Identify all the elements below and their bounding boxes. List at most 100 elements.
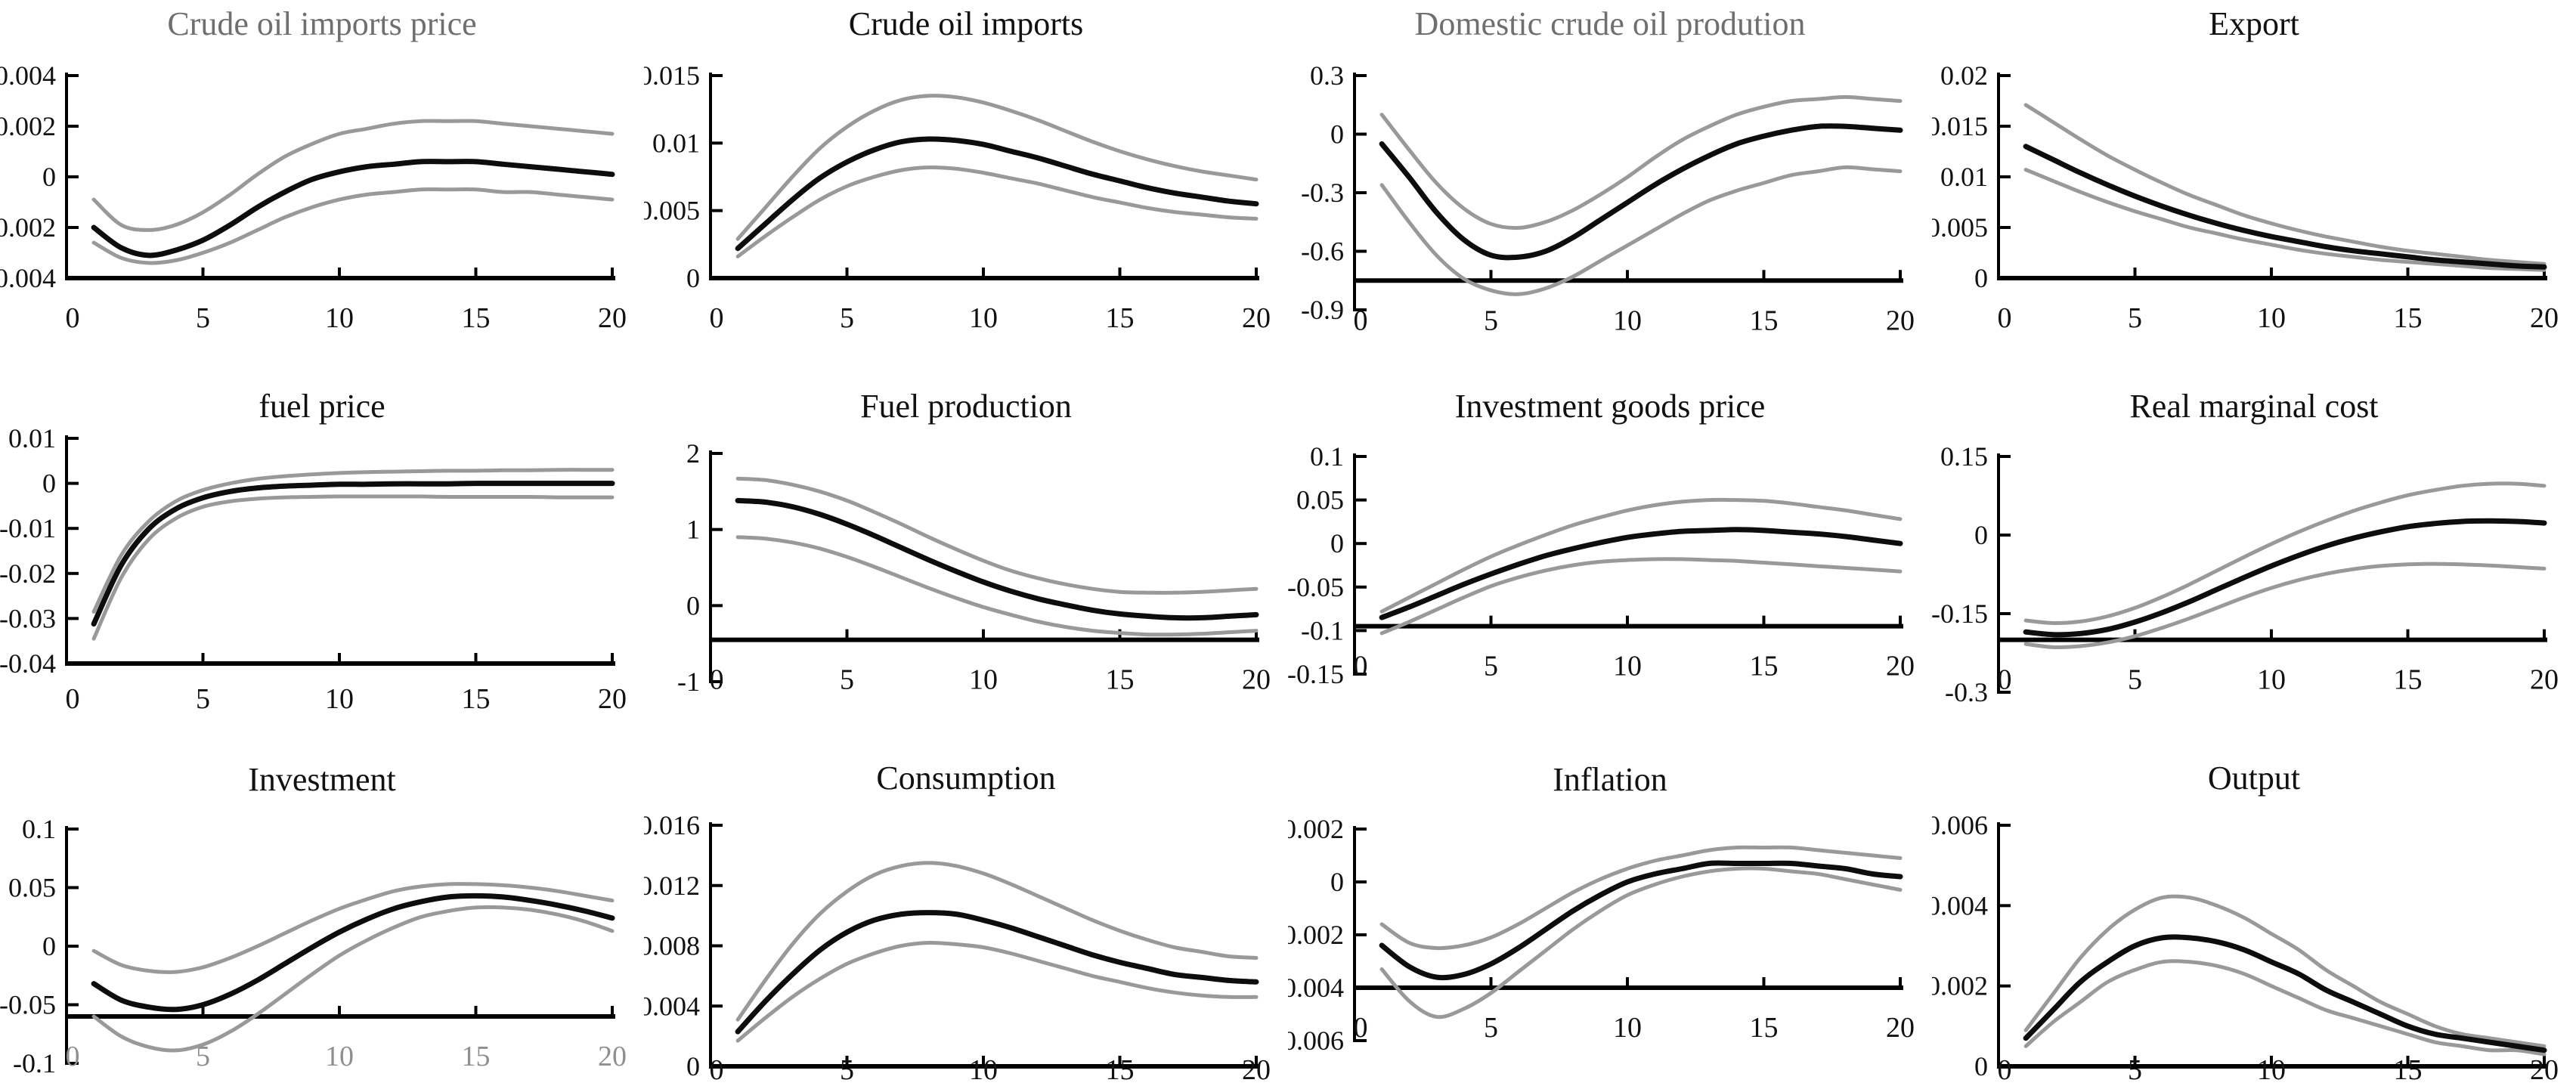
y-tick-label: -0.1 [1301,615,1344,645]
x-tick-label: 0 [710,302,724,334]
y-tick-label: 0 [42,931,56,961]
y-tick-label: 0.01 [1940,162,1988,192]
series-path-upper-band [735,94,1259,241]
chart-crude-oil-imports: Crude oil imports 0.015 0.01 0.005 0 0 5 10 15 20 [644,0,1288,355]
x-tick-label: 15 [2394,302,2423,334]
x-tick-label: 20 [1242,1054,1271,1086]
y-tick-label: -0.3 [1945,677,1988,707]
y-tick-label: -0.3 [1301,178,1344,208]
x-tick-label: 15 [462,683,491,715]
chart-canvas: 0.01 0 -0.01 -0.02 -0.03 -0.04 0 5 10 15 20 [0,423,627,715]
y-tick-label: 0.004 [644,991,700,1021]
y-tick-label: 0.1 [1310,441,1344,472]
y-tick-label: 0.005 [1932,212,1988,243]
series-path-upper-band [1379,94,1903,230]
series-path-upper-band [2023,894,2547,1048]
chart-real-marginal-cost: Real marginal cost 0.15 0 -0.15 -0.3 0 5 10 15 20 [1932,355,2576,718]
y-tick-label: -0.002 [1288,920,1344,950]
chart-export: Export 0.02 0.015 0.01 0.005 0 0 5 10 15 20 [1932,0,2576,355]
y-tick-label: -0.02 [0,558,56,589]
x-tick-label: 10 [2257,302,2286,334]
chart-canvas: 210-1 0 5 10 15 20 [677,438,1271,697]
y-tick-label: -0.15 [1288,659,1344,689]
series-path-upper-band [91,119,615,232]
series-path-lower-band [91,494,615,641]
y-tick-label: 2 [686,438,700,469]
chart-canvas: 0.1 0.05 0 -0.05 -0.1 0 5 10 15 20 [0,814,627,1078]
series-path-lower-band [735,165,1259,258]
y-tick-label: 0.004 [0,60,56,91]
y-tick-label: -0.05 [1288,572,1344,602]
series-path-median [735,910,1259,1035]
chart-title: Consumption [876,760,1056,797]
series-path-median [2023,144,2547,270]
y-tick-label: 0.02 [1940,60,1988,91]
y-tick-label: -0.15 [1932,599,1988,629]
x-tick-label: 0 [66,683,80,715]
series-path-upper-band [91,468,615,614]
x-tick-label: 10 [1613,651,1642,682]
y-tick-label: 0.004 [1932,890,1988,920]
x-tick-label: 10 [1613,1012,1642,1044]
x-tick-label: 20 [1242,302,1271,334]
x-tick-label: 10 [325,302,354,334]
x-tick-label: 5 [1484,651,1498,682]
series-path-lower-band [735,535,1259,637]
series-path-lower-band [91,187,615,265]
series-path-lower-band [735,940,1259,1043]
y-tick-label: 0.002 [0,111,56,141]
x-tick-label: 20 [2530,1054,2559,1086]
y-tick-label: 0.015 [644,60,700,91]
x-tick-label: 15 [1750,305,1779,336]
chart-canvas: 0.3 0 -0.3 -0.6 -0.9 0 5 10 15 20 [1301,60,1915,336]
y-tick-label: 0.05 [8,873,56,903]
x-tick-label: 10 [1613,305,1642,336]
chart-crude-oil-imports-price: Crude oil imports price 0.004 0.002 0 -0.002… [0,0,644,355]
y-tick-label: 0.3 [1310,60,1344,91]
y-tick-label: 0.005 [644,196,700,226]
chart-fuel-production: Fuel production 2 1 0 -1 0 5 10 15 20 [644,355,1288,718]
chart-canvas: 0.016 0.012 0.008 0.004 0 0 5 10 15 20 [644,810,1271,1086]
chart-inflation: Inflation 0.002 0 -0.002 -0.004 -0.006 0 5 10 15 2… [1288,718,1932,1089]
y-tick-label: -0.01 [0,513,56,543]
y-tick-label: 0.016 [644,810,700,840]
x-tick-label: 10 [2257,664,2286,696]
series-path-lower-band [1379,866,1903,1019]
y-tick-label: 0.01 [652,128,700,158]
x-tick-label: 15 [1106,302,1135,334]
x-tick-label: 20 [1886,1012,1915,1044]
x-tick-label: 15 [462,1041,491,1072]
x-tick-label: 0 [710,664,724,696]
chart-canvas: 0.006 0.004 0.002 0 0 5 10 15 20 [1932,810,2559,1086]
chart-output: Output 0.006 0.004 0.002 0 0 5 10 15 20 [1932,718,2576,1089]
chart-title: Inflation [1553,761,1667,798]
chart-canvas: 0.004 0.002 0 -0.002 -0.004 0 5 10 15 20 [0,60,627,334]
x-tick-label: 0 [1998,302,2012,334]
y-tick-label: 0 [686,1051,700,1081]
chart-title: Real marginal cost [2129,388,2379,425]
y-tick-label: 0 [1330,867,1344,897]
y-tick-label: -0.006 [1288,1026,1344,1056]
y-tick-label: 0 [686,263,700,293]
series-path-median [91,893,615,1013]
series-path-upper-band [2023,103,2547,266]
chart-title: Investment [248,761,396,798]
x-tick-label: 10 [2257,1054,2286,1086]
x-tick-label: 10 [969,1054,998,1086]
y-tick-label: 0.01 [8,423,56,453]
chart-investment: Investment 0.1 0.05 0 -0.05 -0.1 0 5 10 15 20 [0,718,644,1089]
chart-title: Crude oil imports price [167,5,477,42]
x-tick-label: 10 [969,664,998,696]
y-tick-label: -0.03 [0,603,56,633]
chart-title: Investment goods price [1454,388,1766,425]
x-tick-label: 10 [969,302,998,334]
series-path-median [91,159,615,258]
y-tick-label: -0.004 [0,263,56,293]
chart-canvas: 0.1 0.05 0 -0.05 -0.1 -0.15 0 5 10 15 20 [1288,441,1915,689]
series-path-median [1379,527,1903,620]
chart-title: Export [2209,5,2299,42]
y-tick-label: 0 [1974,520,1988,550]
series-path-median [735,136,1259,252]
x-tick-label: 15 [1750,651,1779,682]
